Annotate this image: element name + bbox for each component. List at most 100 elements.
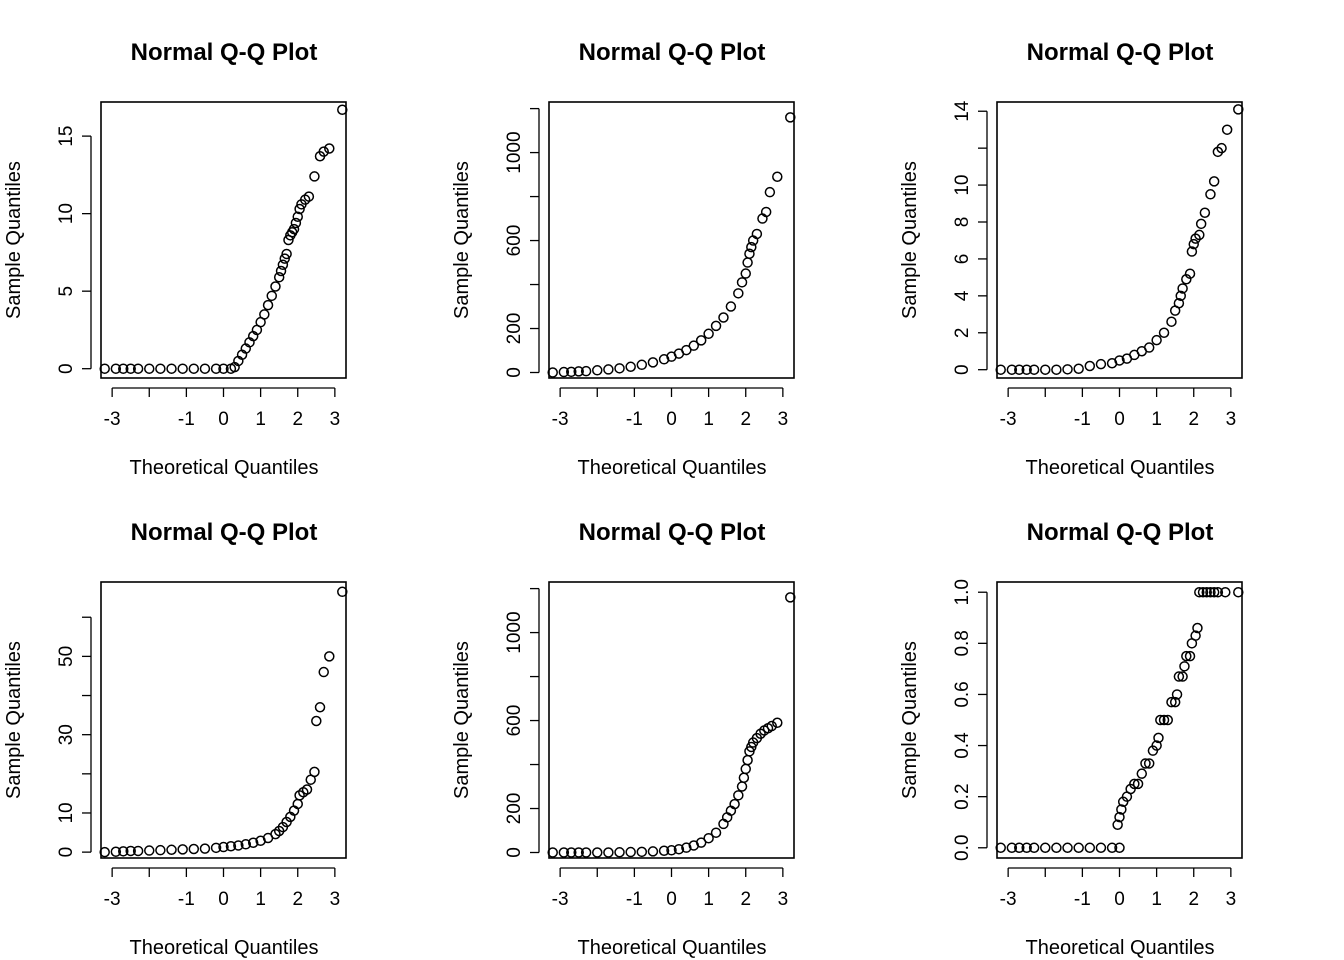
data-point: [1006, 364, 1018, 375]
data-point: [1208, 176, 1220, 187]
data-point: [1106, 842, 1118, 854]
data-point: [1216, 142, 1227, 154]
data-point: [1194, 229, 1205, 241]
data-point: [166, 844, 177, 856]
qq-panel-1: Normal Q-Q Plot -3 -1 0 1 2 3 0 5 10 15 Theoretical…: [3, 39, 348, 479]
panel-title: Normal Q-Q Plot: [579, 519, 766, 546]
plot-frame: [996, 581, 1243, 859]
data-point: [1171, 689, 1183, 700]
data-point: [1073, 842, 1084, 854]
x-tick-label: 1: [1151, 409, 1162, 430]
data-point: [1188, 238, 1199, 250]
data-point: [1095, 842, 1107, 854]
data-point: [1028, 364, 1040, 375]
data-point: [303, 191, 315, 202]
data-point: [995, 842, 1006, 854]
data-point: [166, 363, 177, 374]
data-point: [247, 837, 259, 848]
data-point: [736, 277, 748, 288]
data-point: [592, 365, 603, 376]
x-tick-label: 1: [255, 889, 266, 910]
panel-title: Normal Q-Q Plot: [131, 519, 318, 546]
y-tick-label: 0: [504, 847, 525, 858]
panel-title: Normal Q-Q Plot: [131, 39, 318, 66]
y-tick-label: 5: [56, 286, 77, 297]
data-point: [772, 171, 783, 183]
data-point: [1112, 819, 1123, 831]
data-point: [1192, 622, 1203, 634]
data-point: [99, 363, 110, 374]
plot-frame: [548, 101, 795, 379]
x-axis-label: Theoretical Quantiles: [578, 937, 767, 959]
y-axis-label: Sample Quantiles: [899, 641, 921, 799]
data-point: [259, 309, 270, 320]
data-point: [1208, 586, 1220, 598]
data-point: [1014, 364, 1025, 375]
y-tick-label: 200: [504, 313, 525, 345]
data-point: [125, 845, 136, 857]
data-point: [658, 354, 670, 365]
data-point: [1040, 842, 1051, 854]
x-tick-label: 0: [218, 409, 229, 430]
data-point: [614, 847, 625, 858]
data-point: [1129, 778, 1140, 790]
x-tick-label: 3: [778, 409, 789, 430]
data-point: [614, 363, 625, 374]
x-tick-label: -1: [178, 889, 195, 910]
y-tick-label: 0.2: [952, 783, 973, 809]
data-point: [1199, 207, 1211, 219]
data-point: [177, 363, 188, 374]
y-axis-label: Sample Quantiles: [451, 641, 473, 799]
data-point: [688, 340, 700, 351]
data-point: [729, 798, 740, 810]
data-point: [188, 843, 200, 855]
data-point: [270, 281, 281, 292]
data-point: [1162, 714, 1174, 726]
data-point: [1062, 842, 1073, 854]
data-point: [1084, 360, 1096, 372]
x-tick-label: 3: [330, 889, 341, 910]
x-tick-label: -3: [552, 409, 569, 430]
data-point: [1153, 732, 1164, 744]
data-point: [210, 842, 222, 854]
qq-panel-4: Normal Q-Q Plot-3 -1 0 1 2 30103050Theoretica…: [3, 519, 348, 959]
data-point: [1136, 768, 1148, 779]
data-point: [1175, 290, 1186, 302]
data-point: [309, 766, 320, 778]
data-point: [1166, 316, 1177, 327]
data-point: [1014, 842, 1025, 854]
y-tick-label: 0: [56, 363, 77, 374]
data-point: [580, 847, 592, 858]
data-point: [99, 846, 110, 858]
data-point: [177, 844, 188, 855]
data-point: [558, 366, 570, 378]
y-tick-label: 50: [56, 646, 77, 667]
x-tick-label: 3: [330, 409, 341, 430]
data-point: [573, 847, 584, 858]
data-point: [1143, 342, 1155, 353]
data-point: [288, 223, 300, 235]
data-point: [1143, 758, 1155, 769]
y-axis-label: Sample Quantiles: [3, 641, 25, 799]
x-tick-label: -3: [1000, 409, 1017, 430]
data-point: [125, 363, 136, 374]
data-point: [1186, 246, 1198, 257]
data-point: [1051, 842, 1062, 854]
data-point: [210, 363, 222, 374]
data-point: [1116, 804, 1127, 815]
y-tick-label: 4: [952, 290, 973, 301]
data-point: [1205, 586, 1216, 598]
data-point: [1194, 586, 1205, 598]
data-point: [1158, 327, 1170, 339]
y-tick-label: 1.0: [952, 579, 973, 605]
data-point: [279, 253, 290, 264]
x-tick-label: 2: [1188, 889, 1199, 910]
x-tick-label: 1: [703, 409, 714, 430]
data-point: [1151, 334, 1162, 346]
data-point: [144, 845, 155, 856]
data-point: [1195, 218, 1207, 230]
y-tick-label: 0.4: [952, 732, 973, 759]
data-point: [273, 271, 285, 283]
